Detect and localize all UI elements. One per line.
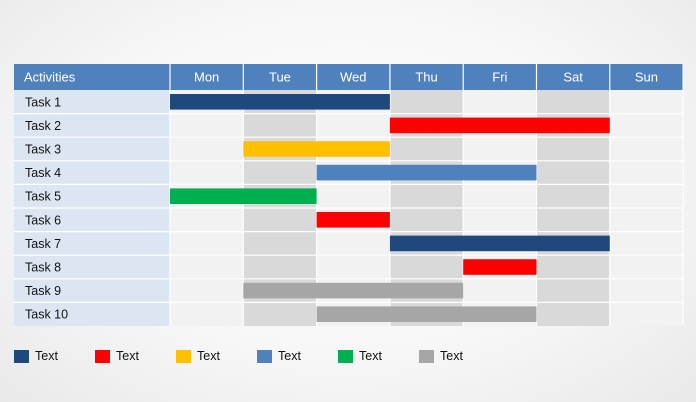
legend-swatch (14, 349, 29, 363)
task-bar (243, 282, 464, 299)
day-header-wed: Wed (340, 70, 367, 85)
task-bar (389, 117, 610, 134)
day-header-fri: Fri (492, 70, 507, 85)
task-label: Task 9 (25, 284, 61, 298)
legend-label: Text (116, 349, 139, 363)
legend-swatch (257, 349, 272, 363)
task-label: Task 3 (25, 143, 61, 157)
day-header-tue: Tue (269, 70, 291, 85)
task-label: Task 4 (25, 166, 61, 180)
legend-item: Text (14, 346, 58, 366)
task-bar (170, 94, 390, 110)
legend-label: Text (35, 349, 58, 363)
legend-item: Text (257, 346, 301, 366)
legend-item: Text (419, 346, 463, 366)
header-activities-label: Activities (24, 70, 76, 85)
day-header-thu: Thu (415, 70, 437, 85)
task-bar (316, 306, 537, 322)
task-label: Task 2 (25, 119, 61, 133)
task-bar (316, 164, 537, 181)
legend-label: Text (440, 349, 463, 363)
legend-label: Text (278, 349, 301, 363)
legend-swatch (176, 349, 191, 363)
legend-swatch (95, 349, 110, 363)
task-bar (389, 235, 610, 252)
legend: Text Text Text Text Text Text (14, 346, 674, 366)
task-label: Task 6 (25, 213, 61, 227)
day-header-sat: Sat (563, 70, 583, 85)
task-label: Task 5 (25, 190, 61, 204)
task-label: Task 1 (25, 95, 61, 109)
legend-label: Text (359, 349, 382, 363)
legend-swatch (419, 349, 434, 363)
task-bar (316, 212, 390, 228)
day-header-sun: Sun (635, 70, 658, 85)
task-label: Task 7 (25, 237, 61, 251)
task-bar (170, 188, 317, 204)
legend-item: Text (176, 346, 220, 366)
header-bar (14, 64, 684, 90)
day-header-mon: Mon (194, 70, 219, 85)
legend-item: Text (95, 346, 139, 366)
task-bar (243, 141, 390, 157)
legend-swatch (338, 349, 353, 363)
legend-item: Text (338, 346, 382, 366)
legend-label: Text (197, 349, 220, 363)
task-label: Task 10 (25, 308, 68, 322)
task-bar (463, 259, 537, 275)
task-label: Task 8 (25, 261, 61, 275)
